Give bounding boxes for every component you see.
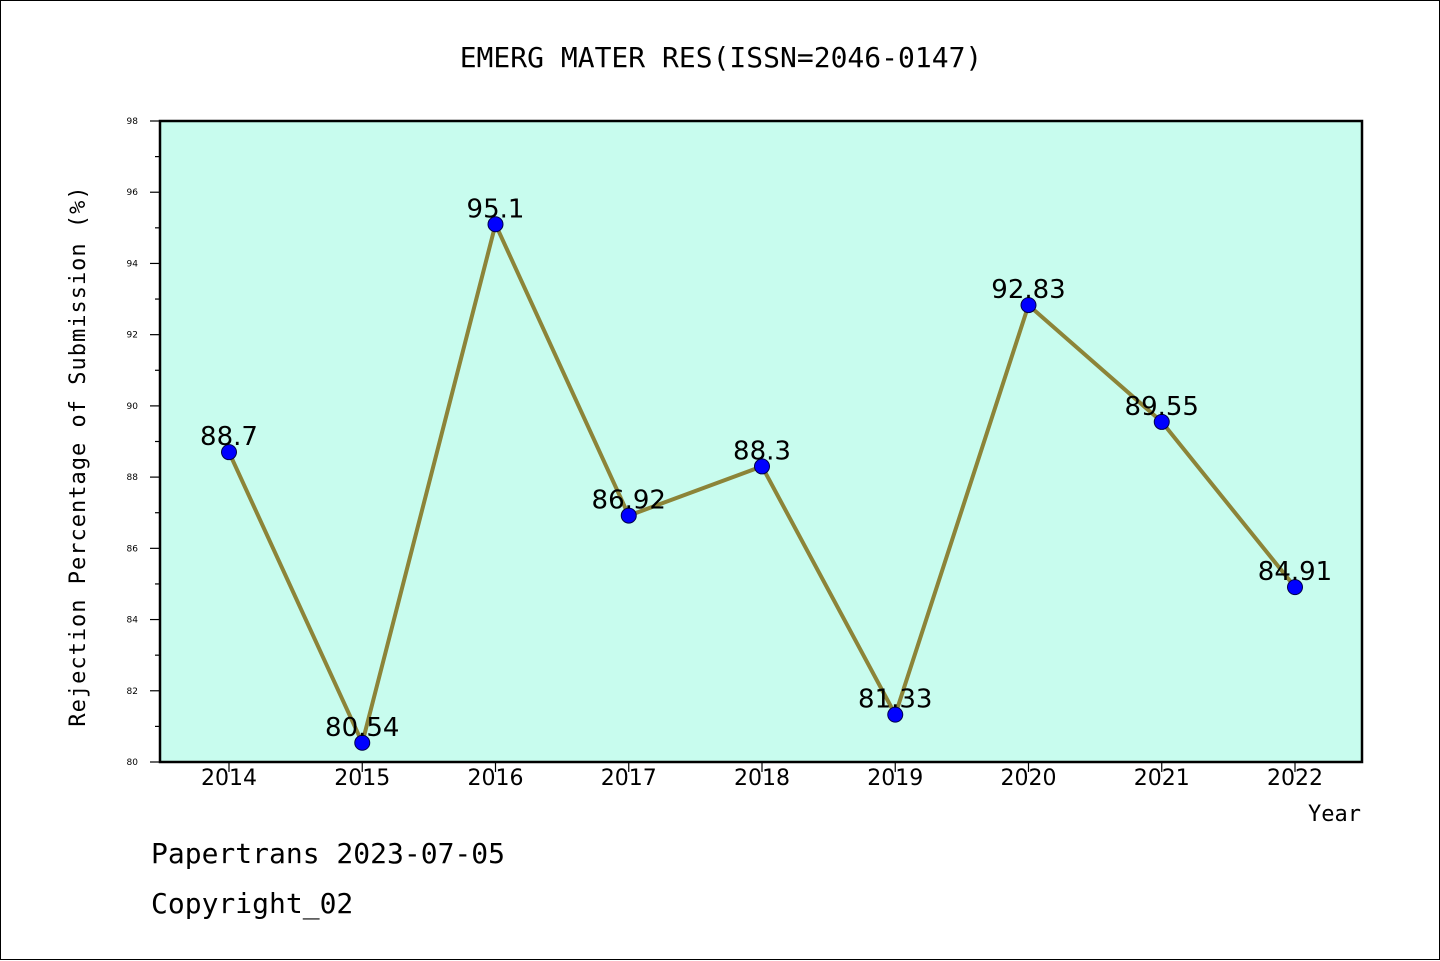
data-label: 92.83: [991, 275, 1065, 305]
footer-copyright-line: Copyright_02: [151, 887, 354, 920]
x-tick-label: 2015: [334, 766, 390, 791]
y-tick-label: 86: [127, 544, 139, 554]
data-point: [1020, 297, 1037, 314]
data-point: [221, 444, 237, 461]
y-tick-label: 90: [127, 402, 139, 412]
data-point: [754, 458, 770, 475]
y-tick-label: 96: [127, 188, 139, 198]
x-tick-label: 2018: [734, 766, 790, 791]
data-point: [620, 507, 637, 524]
plot-area: [160, 121, 1362, 762]
x-tick-label: 2016: [468, 766, 524, 791]
x-axis: 2014 2015 2016 2017 2018 2019 2020 2021 2022: [201, 762, 1323, 791]
y-tick-label: 82: [127, 687, 138, 697]
chart-title: EMERG MATER RES(ISSN=2046-0147): [460, 41, 983, 74]
y-tick-label: 84: [127, 616, 139, 626]
x-tick-label: 2019: [867, 766, 923, 791]
y-tick-label: 92: [127, 331, 138, 341]
data-point: [1153, 413, 1170, 430]
y-tick-label: 94: [127, 259, 139, 269]
data-point: [1287, 579, 1303, 596]
data-label: 88.7: [200, 422, 258, 452]
y-tick-label: 98: [127, 117, 139, 127]
data-label: 86.92: [592, 486, 666, 516]
data-label: 88.3: [733, 436, 791, 466]
data-label: 95.1: [467, 194, 525, 224]
y-axis-label: Rejection Percentage of Submission (%): [66, 185, 91, 726]
x-tick-label: 2014: [201, 766, 257, 791]
footer-date-line: Papertrans 2023-07-05: [151, 837, 506, 870]
x-tick-label: 2017: [601, 766, 657, 791]
y-tick-label: 80: [127, 758, 139, 768]
data-label: 81.33: [858, 685, 932, 715]
data-point: [354, 734, 371, 751]
y-axis: 80 82 84 86 88 90 92 94 96 98: [127, 117, 160, 768]
y-tick-label: 88: [127, 473, 139, 483]
plot-border: [158, 119, 1364, 764]
data-point: [487, 216, 504, 233]
x-tick-label: 2022: [1267, 766, 1323, 791]
data-label: 89.55: [1125, 392, 1199, 422]
data-labels-group: 88.7 80.54 95.1 86.92 88.3 81.33 92.83 89.55 84.…: [200, 194, 1332, 742]
x-tick-label: 2021: [1134, 766, 1190, 791]
data-label: 84.91: [1258, 557, 1332, 587]
data-label: 80.54: [325, 713, 399, 743]
markers-group: [221, 216, 1303, 751]
data-point: [887, 706, 904, 723]
x-axis-label: Year: [1308, 802, 1361, 827]
x-tick-label: 2020: [1001, 766, 1057, 791]
